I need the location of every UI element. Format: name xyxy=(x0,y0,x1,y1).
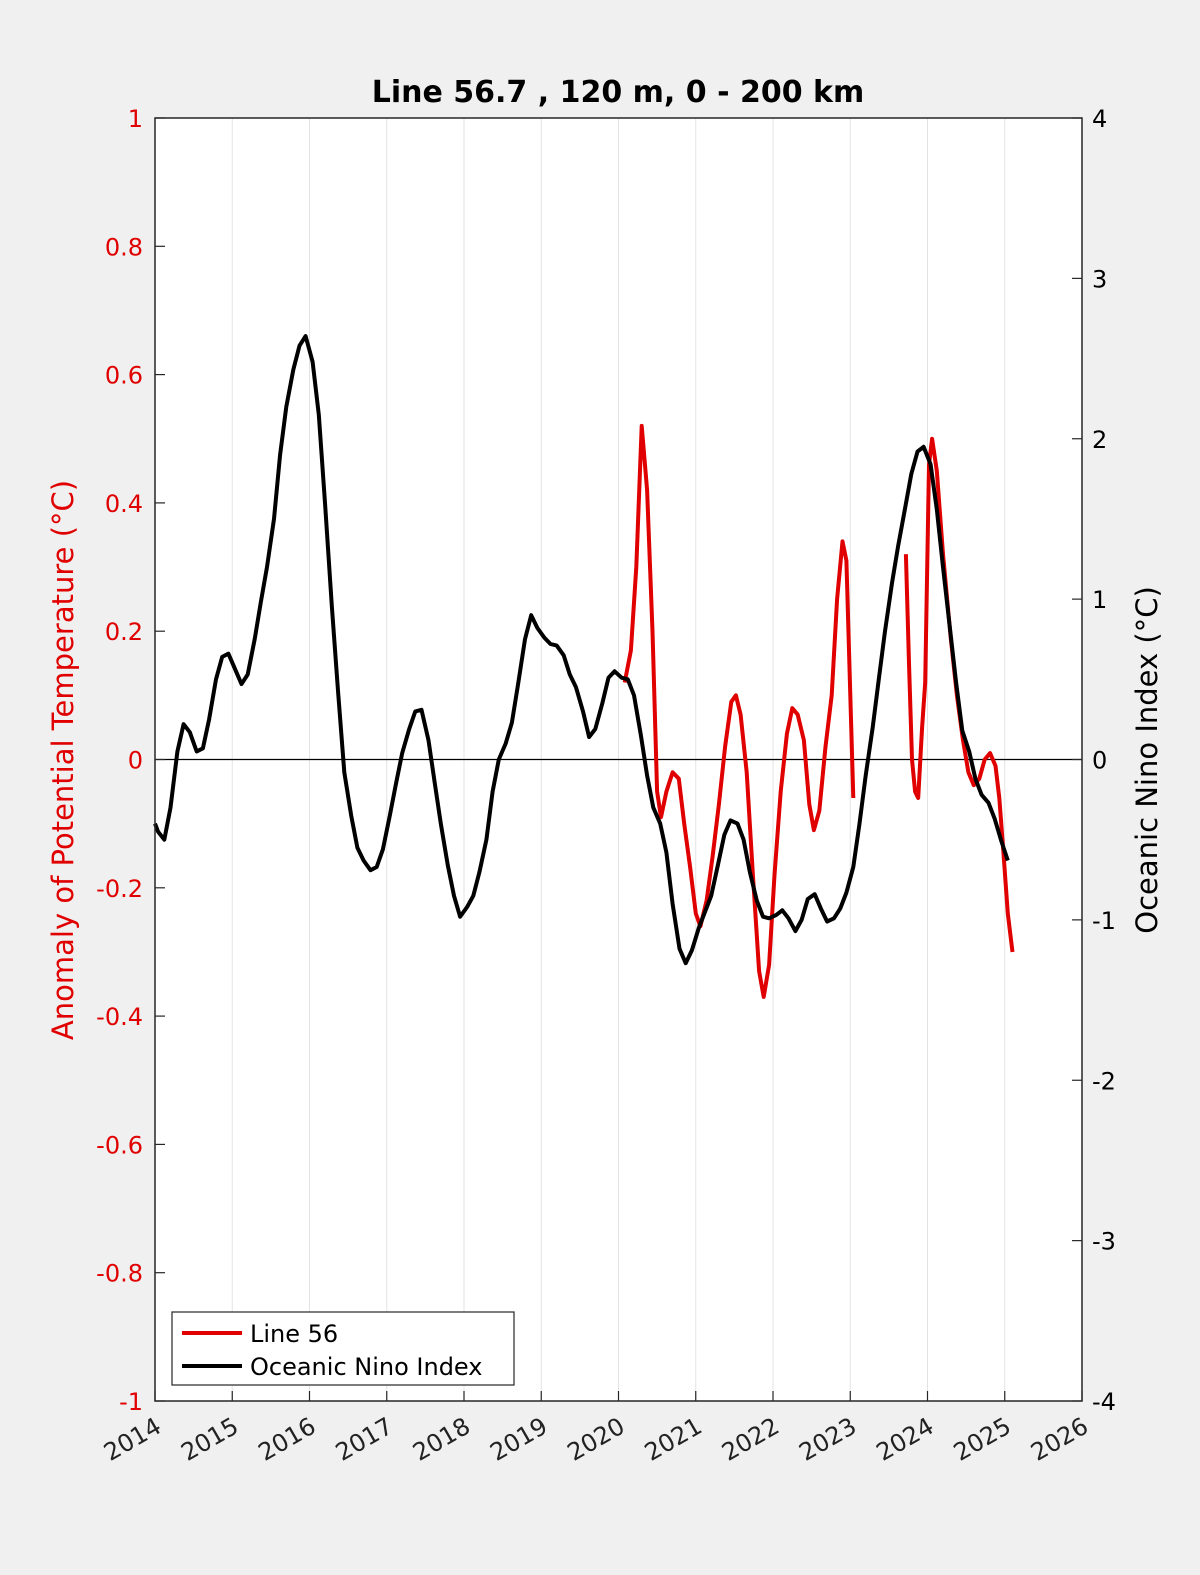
y-left-tick-label: -1 xyxy=(119,1388,143,1416)
y-right-tick-label: 0 xyxy=(1092,747,1107,775)
series-line-line-56 xyxy=(622,423,856,999)
y-axis-label-right: Oceanic Nino Index (°C) xyxy=(1130,586,1164,934)
y-right-tick-label: -2 xyxy=(1092,1067,1116,1095)
legend-label-oni: Oceanic Nino Index xyxy=(250,1353,482,1381)
y-right-tick-label: 2 xyxy=(1092,426,1107,454)
series-line-oceanic-nino-index xyxy=(153,334,1010,966)
legend-label-line-56: Line 56 xyxy=(250,1320,338,1348)
y-right-tick-label: -4 xyxy=(1092,1388,1116,1416)
y-right-tick-label: -3 xyxy=(1092,1228,1116,1256)
y-left-tick-label: 0.6 xyxy=(105,362,143,390)
y-left-tick-label: 1 xyxy=(128,105,143,133)
y-left-tick-label: 0.4 xyxy=(105,490,143,518)
y-left-tick-label: 0.8 xyxy=(105,233,143,261)
y-left-tick-label: -0.6 xyxy=(96,1131,143,1159)
y-left-tick-label: 0.2 xyxy=(105,618,143,646)
y-left-tick-label: -0.4 xyxy=(96,1003,143,1031)
y-right-tick-label: 1 xyxy=(1092,586,1107,614)
y-left-tick-label: -0.2 xyxy=(96,875,143,903)
y-left-tick-label: 0 xyxy=(128,747,143,775)
legend: Line 56 Oceanic Nino Index xyxy=(171,1311,515,1386)
y-left-tick-label: -0.8 xyxy=(96,1260,143,1288)
y-right-tick-label: -1 xyxy=(1092,907,1116,935)
y-axis-label-left: Anomaly of Potential Temperature (°C) xyxy=(46,480,80,1040)
y-right-tick-label: 3 xyxy=(1092,265,1107,293)
legend-box xyxy=(171,1311,515,1386)
series-layer xyxy=(153,334,1015,999)
y-right-tick-label: 4 xyxy=(1092,105,1107,133)
chart-title: Line 56.7 , 120 m, 0 - 200 km xyxy=(372,75,865,110)
